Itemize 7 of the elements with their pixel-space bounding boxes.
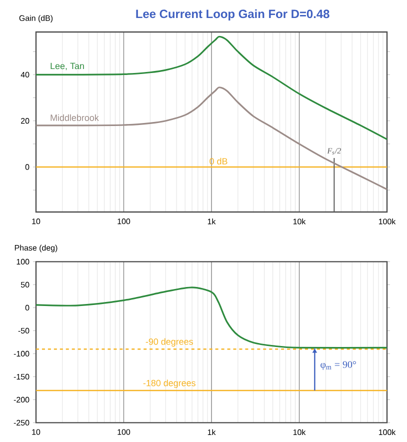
ref-line-label: 0 dB <box>210 158 228 164</box>
ref-line-label: -180 degrees <box>143 380 196 388</box>
series-label: Middlebrook <box>50 114 99 121</box>
ref-line-label: -90 degrees <box>146 338 193 347</box>
series-label: Lee, Tan <box>50 62 84 70</box>
annotation: φ$_{m}$ = 90° <box>320 361 356 370</box>
chart-title: Lee Current Loop Gain For D=0.48 <box>136 9 330 21</box>
